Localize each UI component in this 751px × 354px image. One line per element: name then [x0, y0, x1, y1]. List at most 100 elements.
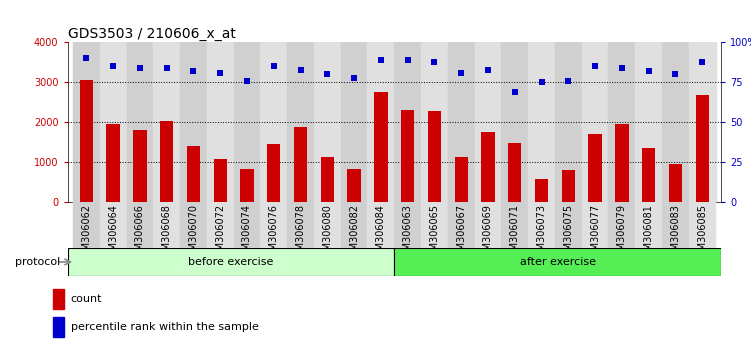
- Text: after exercise: after exercise: [520, 257, 596, 267]
- Bar: [314, 202, 341, 248]
- Bar: [428, 111, 441, 202]
- Bar: [668, 164, 682, 202]
- Bar: [695, 95, 709, 202]
- Bar: [100, 202, 126, 248]
- Text: GSM306078: GSM306078: [296, 204, 306, 263]
- Bar: [80, 80, 93, 202]
- Bar: [635, 202, 662, 248]
- Bar: [73, 42, 100, 202]
- Text: GSM306079: GSM306079: [617, 204, 627, 263]
- Bar: [635, 42, 662, 202]
- Bar: [454, 157, 468, 202]
- Text: GSM306069: GSM306069: [483, 204, 493, 263]
- Bar: [341, 42, 367, 202]
- Bar: [261, 202, 287, 248]
- Text: percentile rank within the sample: percentile rank within the sample: [71, 322, 258, 332]
- Text: GSM306077: GSM306077: [590, 204, 600, 263]
- Bar: [475, 42, 502, 202]
- Text: GSM306072: GSM306072: [216, 204, 225, 263]
- Bar: [394, 202, 421, 248]
- Bar: [207, 42, 234, 202]
- Bar: [582, 42, 608, 202]
- Bar: [341, 202, 367, 248]
- Bar: [508, 143, 521, 202]
- Bar: [662, 202, 689, 248]
- Bar: [642, 148, 656, 202]
- Bar: [394, 42, 421, 202]
- Bar: [133, 130, 146, 202]
- Bar: [180, 42, 207, 202]
- Bar: [187, 146, 200, 202]
- Bar: [314, 42, 341, 202]
- Text: GSM306075: GSM306075: [563, 204, 573, 263]
- Text: GSM306062: GSM306062: [81, 204, 92, 263]
- Bar: [475, 202, 502, 248]
- Bar: [160, 121, 173, 202]
- Bar: [267, 144, 280, 202]
- Bar: [421, 42, 448, 202]
- Bar: [53, 289, 64, 309]
- Text: GSM306083: GSM306083: [671, 204, 680, 263]
- Bar: [502, 202, 528, 248]
- Bar: [321, 157, 334, 202]
- Text: GSM306070: GSM306070: [189, 204, 198, 263]
- Bar: [367, 42, 394, 202]
- Text: GSM306084: GSM306084: [376, 204, 386, 263]
- Bar: [448, 42, 475, 202]
- Text: GSM306068: GSM306068: [161, 204, 172, 263]
- Bar: [153, 42, 180, 202]
- Bar: [261, 42, 287, 202]
- Bar: [73, 202, 100, 248]
- Bar: [689, 42, 716, 202]
- Bar: [394, 248, 721, 276]
- Text: GSM306080: GSM306080: [322, 204, 333, 263]
- Bar: [107, 124, 120, 202]
- Bar: [608, 202, 635, 248]
- Text: GSM306067: GSM306067: [456, 204, 466, 263]
- Bar: [421, 202, 448, 248]
- Text: GSM306076: GSM306076: [269, 204, 279, 263]
- Bar: [562, 170, 575, 202]
- Bar: [234, 42, 261, 202]
- Bar: [555, 202, 582, 248]
- Bar: [234, 202, 261, 248]
- Bar: [662, 42, 689, 202]
- Bar: [535, 179, 548, 202]
- Bar: [53, 317, 64, 337]
- Bar: [207, 202, 234, 248]
- Bar: [180, 202, 207, 248]
- Bar: [100, 42, 126, 202]
- Bar: [528, 202, 555, 248]
- Bar: [555, 42, 582, 202]
- Text: GSM306065: GSM306065: [430, 204, 439, 263]
- Text: GSM306071: GSM306071: [510, 204, 520, 263]
- Bar: [287, 202, 314, 248]
- Text: GSM306082: GSM306082: [349, 204, 359, 263]
- Text: GDS3503 / 210606_x_at: GDS3503 / 210606_x_at: [68, 28, 236, 41]
- Bar: [502, 42, 528, 202]
- Text: GSM306064: GSM306064: [108, 204, 118, 263]
- Bar: [126, 42, 153, 202]
- Text: GSM306073: GSM306073: [536, 204, 547, 263]
- Bar: [608, 42, 635, 202]
- Text: GSM306063: GSM306063: [403, 204, 412, 263]
- Bar: [401, 110, 415, 202]
- Text: before exercise: before exercise: [189, 257, 273, 267]
- Bar: [481, 132, 495, 202]
- Text: GSM306081: GSM306081: [644, 204, 653, 263]
- Bar: [240, 169, 254, 202]
- Bar: [213, 159, 227, 202]
- Bar: [528, 42, 555, 202]
- Text: count: count: [71, 294, 102, 304]
- Text: GSM306074: GSM306074: [242, 204, 252, 263]
- Bar: [348, 169, 360, 202]
- Bar: [582, 202, 608, 248]
- Bar: [68, 248, 394, 276]
- Bar: [689, 202, 716, 248]
- Bar: [367, 202, 394, 248]
- Bar: [126, 202, 153, 248]
- Bar: [615, 124, 629, 202]
- Text: GSM306066: GSM306066: [135, 204, 145, 263]
- Text: protocol: protocol: [15, 257, 60, 267]
- Bar: [374, 92, 388, 202]
